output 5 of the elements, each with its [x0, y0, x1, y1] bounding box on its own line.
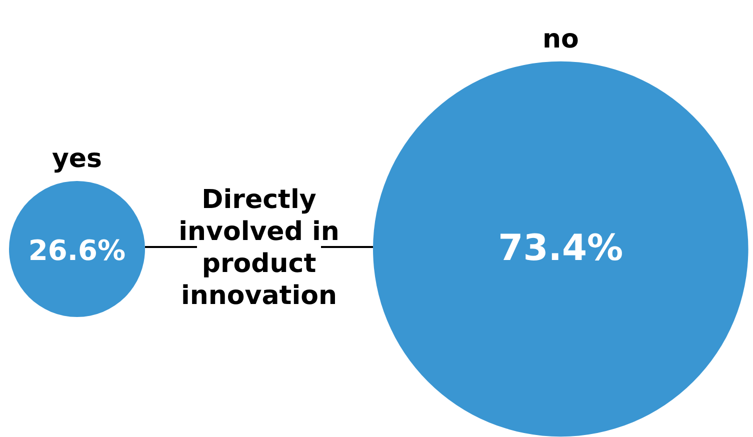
category-label: no: [542, 24, 579, 54]
data-label: 73.4%: [498, 228, 624, 269]
text: Directly involved in product innovation: [178, 185, 340, 311]
category-label: yes: [52, 144, 102, 174]
data-label: 26.6%: [28, 234, 126, 267]
